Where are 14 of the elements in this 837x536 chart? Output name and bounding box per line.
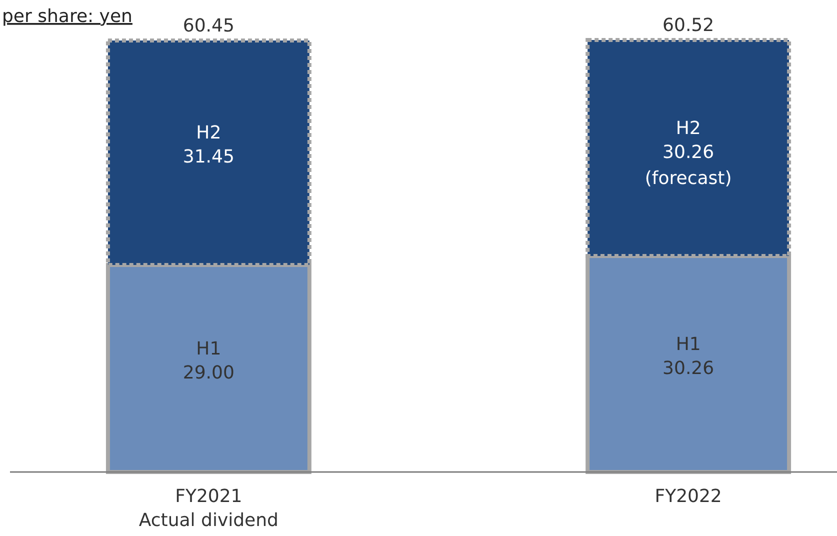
data-label: 30.26 <box>662 358 714 379</box>
data-label: 31.45 <box>182 146 234 168</box>
series-label: H1 <box>196 338 222 360</box>
x-tick-label: FY2021 Actual dividend <box>138 486 278 531</box>
chart-title: per share: yen <box>2 6 132 27</box>
total-label: 60.45 <box>182 16 234 36</box>
data-label: 30.26 <box>662 142 714 163</box>
total-label: 60.52 <box>662 15 714 36</box>
series-label: H2 <box>676 118 701 139</box>
data-label: 29.00 <box>182 362 234 384</box>
text: H1 <box>676 334 701 355</box>
annotation: (forecast) <box>644 168 732 189</box>
text: H2 <box>196 122 222 144</box>
x-tick-label: FY2022 <box>654 486 722 507</box>
